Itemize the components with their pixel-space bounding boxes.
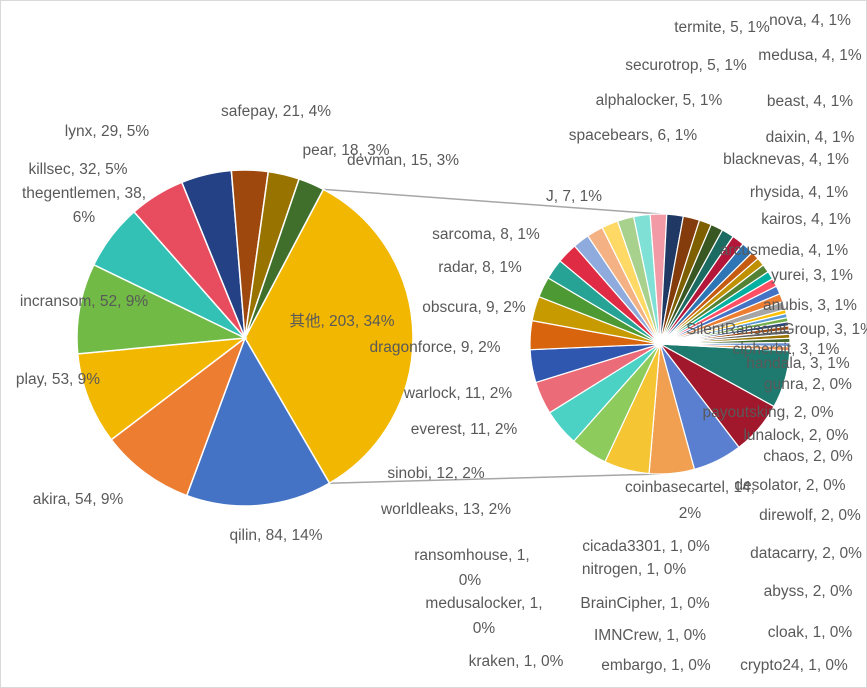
data-label-lunalock: lunalock, 2, 0%: [743, 427, 848, 444]
main-slice-qilin: [185, 336, 331, 507]
data-label-cipherbit: cipherbit, 3, 1%: [733, 341, 840, 358]
data-label-worldleaks: worldleaks, 13, 2%: [380, 501, 511, 518]
data-label-j: J, 7, 1%: [546, 188, 602, 205]
data-label-sarcoma: sarcoma, 8, 1%: [432, 226, 540, 243]
data-label-devman: devman, 15, 3%: [347, 152, 459, 169]
data-label-termite: termite, 5, 1%: [674, 19, 770, 36]
data-label-cloak: cloak, 1, 0%: [768, 624, 853, 641]
data-label-obscura: obscura, 9, 2%: [422, 299, 526, 316]
main-slice-devman: [244, 177, 325, 339]
data-label-everest: everest, 11, 2%: [411, 421, 518, 438]
secondary-pie: [529, 213, 791, 475]
data-label-embargo: embargo, 1, 0%: [601, 657, 711, 674]
data-label-yurei: yurei, 3, 1%: [771, 267, 853, 284]
data-label-incransom: incransom, 52, 9%: [20, 293, 149, 310]
main-slice-play: [76, 337, 248, 441]
data-label-rhysida: rhysida, 4, 1%: [750, 184, 848, 201]
data-label-braincipher: BrainCipher, 1, 0%: [580, 595, 709, 612]
main-slice-akira: [110, 335, 247, 497]
data-label-ransomhouse: ransomhouse, 1, 0%: [414, 547, 529, 589]
data-label-direwolf: direwolf, 2, 0%: [759, 507, 861, 524]
data-label-akira: akira, 54, 9%: [33, 491, 124, 508]
data-label-warlock: warlock, 11, 2%: [403, 385, 512, 402]
data-labels: 其他, 203, 34% qilin, 84, 14% akira, 54, 9% p…: [16, 12, 867, 674]
data-label-gunra: gunra, 2, 0%: [764, 376, 852, 393]
data-label-beast: beast, 4, 1%: [767, 93, 853, 110]
connector-lines: [323, 188, 661, 484]
secondary-slice-ransomhouse: [659, 343, 791, 352]
data-label-crypto24: crypto24, 1, 0%: [740, 657, 848, 674]
data-label-nitrogen: nitrogen, 1, 0%: [582, 561, 686, 578]
data-label-cicada3301: cicada3301, 1, 0%: [582, 538, 710, 555]
data-label-abyss: abyss, 2, 0%: [764, 583, 853, 600]
data-label-alphalocker: alphalocker, 5, 1%: [596, 92, 723, 109]
data-label-chaos: chaos, 2, 0%: [763, 448, 853, 465]
data-label-datacarry: datacarry, 2, 0%: [750, 545, 862, 562]
main-slice-incransom: [76, 263, 248, 355]
data-label-pear: pear, 18, 3%: [302, 142, 389, 159]
data-label-payoutsking: payoutsking, 2, 0%: [703, 404, 834, 421]
main-pie: [76, 169, 414, 507]
data-label-silentransomgroup: SilentRansomGroup, 3, 1%: [686, 321, 867, 338]
connector-line-top: [323, 188, 661, 215]
data-label-play: play, 53, 9%: [16, 371, 100, 388]
data-label-medusa: medusa, 4, 1%: [758, 47, 862, 64]
data-label-desolator: desolator, 2, 0%: [734, 477, 845, 494]
data-label-kairos: kairos, 4, 1%: [761, 211, 851, 228]
data-label-safepay: safepay, 21, 4%: [221, 103, 331, 120]
data-label-anubis: anubis, 3, 1%: [763, 297, 857, 314]
data-label-blacknevas: blacknevas, 4, 1%: [723, 151, 849, 168]
data-label-dragonforce: dragonforce, 9, 2%: [370, 339, 501, 356]
connector-line-bottom: [329, 473, 661, 484]
data-label-arcusmedia: arcusmedia, 4, 1%: [720, 242, 849, 259]
data-label-sinobi: sinobi, 12, 2%: [387, 465, 485, 482]
data-label-handala: handala, 3, 1%: [746, 355, 850, 372]
data-label-lynx: lynx, 29, 5%: [65, 123, 150, 140]
data-label-daixin: daixin, 4, 1%: [766, 129, 855, 146]
data-label-thegentlemen: thegentlemen, 38, 6%: [22, 185, 146, 226]
data-label-coinbasecartel: coinbasecartel, 14, 2%: [625, 479, 755, 522]
data-label-medusalocker: medusalocker, 1, 0%: [425, 595, 542, 637]
data-label-securotrop: securotrop, 5, 1%: [625, 57, 747, 74]
data-label-qilin: qilin, 84, 14%: [229, 527, 322, 544]
data-label-imncrew: IMNCrew, 1, 0%: [594, 627, 706, 644]
data-label-radar: radar, 8, 1%: [438, 259, 522, 276]
data-label-nova: nova, 4, 1%: [769, 12, 851, 29]
data-label-kraken: kraken, 1, 0%: [469, 653, 564, 670]
data-label-other: 其他, 203, 34%: [289, 312, 394, 330]
data-label-killsec: killsec, 32, 5%: [28, 161, 127, 178]
data-label-spacebears: spacebears, 6, 1%: [569, 127, 698, 144]
